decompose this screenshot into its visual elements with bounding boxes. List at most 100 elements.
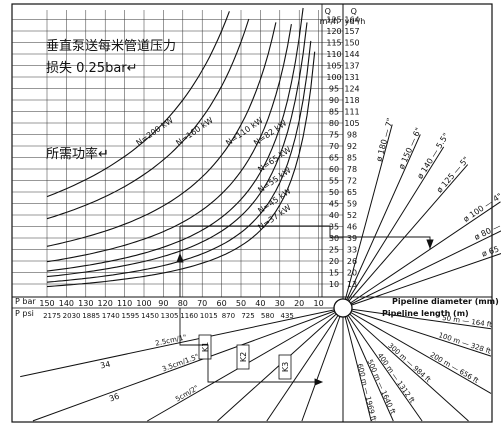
hub-circle (333, 298, 353, 318)
pipe-diameter-label-2: ø 150 — 6" (397, 126, 423, 170)
pipe-diameter-line-5 (342, 201, 501, 309)
q-m3h-tick-115: 115 (326, 39, 341, 48)
p-bar-ticks: 150 140 130 120 110 100 90 80 70 60 50 40 30 20 10 (39, 299, 323, 308)
p-psi-tick-870: 870 (222, 312, 235, 320)
q-yd3h-tick-157: 157 (344, 27, 359, 36)
pipe-diameter-label-4: ø 125 — 5" (435, 155, 471, 195)
k-label-k2: K2 (239, 352, 248, 362)
power-curve-label-160kw: N=160 kW (174, 116, 214, 148)
q-yd3h-tick-78: 78 (347, 165, 357, 174)
cylinder-line-50 (301, 307, 344, 422)
pipe-diameter-label-5: ø 100 — 4" (462, 191, 501, 223)
p-psi-tick-1450: 1450 (141, 312, 159, 320)
cylinder-stroke-34: 2.5cm/1" (155, 333, 188, 347)
power-curve-label-200kw: N=200 kW (134, 116, 174, 148)
p-bar-tick-140: 140 (59, 299, 74, 308)
q-yd3h-tick-85: 85 (347, 154, 357, 163)
pipe-diameter-line-4 (342, 164, 469, 309)
p-bar-tick-10: 10 (314, 299, 324, 308)
q-m3h-tick-55: 55 (329, 177, 339, 186)
p-bar-tick-90: 90 (158, 299, 168, 308)
pipe-diameter-line-7 (342, 253, 501, 309)
p-bar-tick-40: 40 (255, 299, 265, 308)
q-m3h-header-unit: m³/h (320, 17, 339, 26)
pipe-length-line-2 (342, 307, 492, 357)
q-m3h-tick-80: 80 (329, 119, 339, 128)
chart-frame (11, 3, 493, 423)
q-yd3h-tick-65: 65 (347, 188, 357, 197)
q-yd3h-tick-150: 150 (344, 39, 359, 48)
power-curve-55kw (46, 22, 308, 278)
cylinder-stroke-36: 3.5cm/1.5" (161, 353, 200, 374)
k-box-k3 (278, 354, 292, 380)
pipe-length-line-6 (342, 307, 394, 422)
q-yd3h-tick-13: 13 (347, 280, 357, 289)
q-m3h-tick-95: 95 (329, 85, 339, 94)
q-m3h-tick-10: 10 (329, 280, 339, 289)
q-yd3h-tick-52: 52 (347, 211, 357, 220)
p-psi-tick-2030: 2030 (63, 312, 81, 320)
q-m3h-tick-60: 60 (329, 165, 339, 174)
p-psi-tick-725: 725 (241, 312, 254, 320)
q-m3h-tick-15: 15 (329, 269, 339, 278)
p-bar-tick-50: 50 (236, 299, 246, 308)
q-yd3h-tick-131: 131 (344, 73, 359, 82)
q-yd3h-header-q: Q (351, 7, 357, 16)
q-m3h-tick-25: 25 (329, 246, 339, 255)
q-yd3h-tick-26: 26 (347, 257, 357, 266)
pipe-diameter-line-2 (342, 134, 421, 309)
pipe-length-line-5 (342, 307, 423, 422)
q-yd3h-tick-33: 33 (347, 246, 357, 255)
q-m3h-tick-125: 125 (326, 16, 341, 25)
q-yd3h-tick-144: 144 (344, 50, 359, 59)
note-power-required: 所需功率↵ (46, 146, 109, 162)
q-m3h-tick-45: 45 (329, 200, 339, 209)
p-psi-label: P psi (15, 309, 34, 318)
pipe-length-line-4 (342, 307, 469, 422)
q-m3h-header: Q m³/h (320, 7, 339, 26)
q-yd3h-tick-105: 105 (344, 119, 359, 128)
power-curve-37kw (46, 51, 316, 288)
cylinder-size-34: 34 (99, 360, 111, 371)
p-psi-tick-1305: 1305 (161, 312, 179, 320)
p-psi-tick-580: 580 (261, 312, 274, 320)
note-vertical-pressure: 垂直泵送每米管道压力 (46, 38, 176, 54)
q-m3h-tick-105: 105 (326, 62, 341, 71)
cylinder-line-44 (266, 307, 344, 422)
q-m3h-tick-50: 50 (329, 188, 339, 197)
q-yd3h-tick-98: 98 (347, 131, 357, 140)
p-bar-tick-100: 100 (136, 299, 151, 308)
p-bar-tick-120: 120 (98, 299, 113, 308)
q-yd3h-tick-72: 72 (347, 177, 357, 186)
q-yd3h-tick-118: 118 (344, 96, 359, 105)
q-m3h-tick-35: 35 (329, 223, 339, 232)
power-curve-200kw (46, 11, 230, 198)
q-yd3h-tick-46: 46 (347, 223, 357, 232)
q-m3h-tick-100: 100 (326, 73, 341, 82)
pipe-diameter-line-1 (342, 124, 393, 309)
p-psi-ticks: 2175 2030 1885 1740 1595 1450 1305 1160 1015 870 7… (43, 312, 294, 320)
cylinder-size-36: 36 (108, 392, 121, 404)
p-bar-tick-60: 60 (217, 299, 227, 308)
pipe-length-line-1 (342, 307, 492, 330)
q-yd3h-header-unit: yd³/h (345, 17, 366, 26)
p-psi-tick-1595: 1595 (121, 312, 139, 320)
power-curve-65kw (46, 7, 304, 272)
cylinder-stroke-38: 5cm/2" (174, 384, 200, 404)
q-m3h-tick-20: 20 (329, 257, 339, 266)
q-m3h-header-q: Q (325, 7, 331, 16)
pipe-diameter-line-3 (342, 146, 445, 309)
q-yd3h-tick-92: 92 (347, 142, 357, 151)
p-bar-tick-80: 80 (178, 299, 188, 308)
q-yd3h-tick-20: 20 (347, 269, 357, 278)
q-yd3h-header: Q yd³/h (345, 7, 366, 26)
p-psi-tick-435: 435 (281, 312, 294, 320)
k-box-k2 (236, 344, 250, 370)
p-psi-tick-1740: 1740 (102, 312, 120, 320)
pipe-length-label-2: 100 m — 328 ft (437, 331, 492, 356)
pipe-diameter-label-1: ø 180 — 7" (375, 117, 395, 162)
pipe-length-line-7 (342, 307, 372, 422)
q-m3h-tick-30: 30 (329, 234, 339, 243)
